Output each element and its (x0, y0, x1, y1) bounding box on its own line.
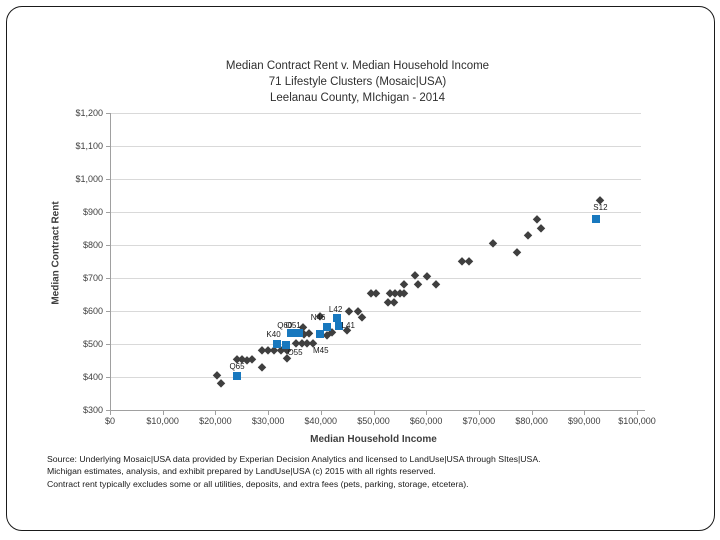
axis-tick (268, 411, 270, 415)
axis-tick (106, 113, 110, 114)
y-tick-label: $400 (82, 371, 103, 382)
data-point-square (335, 322, 344, 331)
axis-tick (106, 344, 110, 345)
y-tick-label: $700 (82, 272, 103, 283)
axis-tick (106, 245, 110, 246)
axis-tick (106, 410, 110, 411)
axis-tick (426, 411, 428, 415)
cluster-label: Q65 (229, 362, 245, 371)
x-tick-label: $0 (104, 416, 115, 426)
slide-border (6, 6, 715, 531)
data-point-square (282, 340, 291, 349)
axis-tick (215, 411, 217, 415)
x-axis-line (110, 410, 645, 411)
x-tick-label: $90,000 (568, 416, 601, 426)
chart-title: Median Contract Rent v. Median Household… (75, 58, 640, 106)
x-tick-label: $70,000 (462, 416, 496, 426)
source-note-line-1: Source: Underlying Mosaic|USA data provi… (47, 454, 541, 464)
cluster-label: K40 (266, 329, 281, 339)
axis-tick (106, 377, 110, 378)
y-tick-label: $300 (82, 404, 103, 415)
y-tick-label: $1,200 (75, 107, 103, 118)
gridline (110, 179, 641, 180)
gridline (110, 377, 641, 378)
chart-title-line-1: Median Contract Rent v. Median Household… (225, 60, 490, 72)
y-tick-label: $900 (82, 206, 103, 217)
data-point-square (295, 329, 304, 338)
gridline (110, 278, 641, 279)
axis-tick (478, 411, 480, 415)
data-point-square (272, 339, 281, 348)
data-point-square (315, 330, 324, 339)
source-note-line-2: Michigan estimates, analysis, and exhibi… (47, 466, 436, 477)
y-tick-label: $1,100 (75, 140, 103, 151)
y-axis-line (110, 113, 111, 410)
source-note: Source: Underlying Mosaic|USA data provi… (47, 453, 541, 490)
source-note-line-3: Contract rent typically excludes some or… (47, 478, 469, 489)
data-point-square (332, 313, 341, 322)
axis-tick (106, 311, 110, 312)
gridline (110, 245, 641, 246)
x-tick-label: $30,000 (251, 416, 285, 426)
x-tick-label: $20,000 (199, 416, 232, 426)
axis-tick (320, 411, 322, 415)
data-point-square (592, 214, 601, 223)
y-tick-label: $1,000 (75, 173, 103, 184)
gridline (110, 311, 641, 312)
cluster-label: O51 (285, 321, 301, 331)
data-point-square (323, 322, 332, 331)
cluster-label: N46 (310, 312, 326, 322)
y-tick-label: $500 (82, 338, 103, 349)
y-tick-label: $800 (82, 239, 103, 250)
cluster-label: L41 (341, 321, 355, 331)
data-point-square (233, 372, 241, 380)
y-axis-title: Median Contract Rent (50, 201, 62, 305)
y-tick-label: $600 (82, 305, 103, 316)
axis-tick (584, 411, 586, 415)
axis-tick (110, 411, 111, 415)
axis-tick (373, 411, 375, 415)
chart-title-line-2: 71 Lifestyle Clusters (Mosaic|USA) (268, 76, 447, 88)
x-tick-label: $60,000 (409, 416, 443, 426)
gridline (110, 113, 641, 114)
axis-tick (106, 146, 110, 147)
gridline (110, 146, 641, 147)
gridline (110, 212, 641, 213)
cluster-label: Q60 (277, 321, 293, 331)
axis-tick (531, 411, 533, 415)
x-axis-title: Median Household Income (310, 434, 437, 445)
x-tick-label: $50,000 (357, 416, 390, 426)
x-tick-label: $80,000 (515, 416, 548, 426)
cluster-label: M45 (312, 346, 329, 356)
x-tick-label: $100,000 (618, 416, 656, 426)
axis-tick (637, 411, 638, 415)
x-tick-label: $40,000 (304, 416, 338, 426)
axis-tick (106, 179, 110, 180)
cluster-label: L42 (328, 304, 343, 314)
axis-tick (106, 212, 110, 213)
chart-title-line-3: Leelanau County, MIchigan - 2014 (270, 92, 445, 104)
cluster-label: S12 (593, 202, 608, 212)
gridline (110, 344, 641, 345)
axis-tick (106, 278, 110, 279)
axis-tick (162, 411, 164, 415)
x-tick-label: $10,000 (146, 416, 179, 426)
cluster-label: O55 (287, 347, 303, 357)
data-point-square (286, 329, 295, 338)
